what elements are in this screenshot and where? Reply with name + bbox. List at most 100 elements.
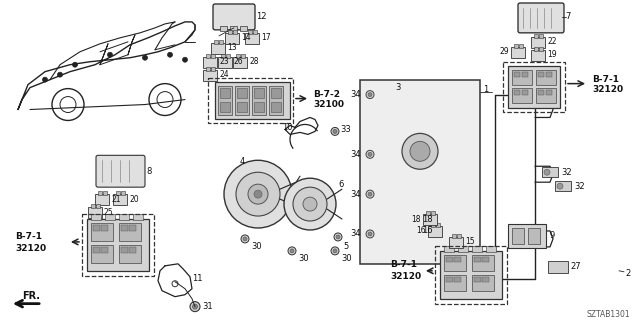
- Bar: [129, 247, 136, 253]
- Bar: [82, 214, 154, 276]
- Bar: [457, 234, 461, 238]
- Bar: [431, 223, 435, 227]
- Bar: [534, 47, 538, 51]
- Bar: [271, 101, 281, 111]
- Bar: [101, 247, 108, 253]
- Circle shape: [368, 92, 372, 97]
- Bar: [240, 26, 247, 31]
- Text: B-7-2: B-7-2: [313, 90, 340, 99]
- Text: 8: 8: [146, 167, 152, 176]
- FancyBboxPatch shape: [518, 3, 564, 33]
- Bar: [105, 214, 115, 220]
- Text: 9: 9: [549, 231, 554, 240]
- Bar: [211, 43, 225, 54]
- Text: 30: 30: [251, 242, 262, 252]
- Bar: [121, 191, 125, 195]
- Bar: [426, 211, 430, 215]
- Text: 30: 30: [298, 254, 308, 263]
- Text: SZTAB1301: SZTAB1301: [586, 310, 630, 319]
- Bar: [474, 277, 481, 282]
- Bar: [546, 72, 552, 77]
- FancyBboxPatch shape: [96, 155, 145, 187]
- Text: B-7-1: B-7-1: [15, 232, 42, 242]
- Text: 10: 10: [282, 123, 292, 132]
- Circle shape: [557, 183, 563, 189]
- Bar: [514, 90, 520, 95]
- Bar: [121, 225, 128, 231]
- Bar: [542, 167, 558, 177]
- Text: FR.: FR.: [22, 291, 40, 301]
- Text: 4: 4: [240, 157, 245, 166]
- Bar: [253, 30, 257, 34]
- Text: 16: 16: [417, 227, 426, 236]
- Bar: [91, 204, 95, 208]
- Text: 20: 20: [129, 195, 139, 204]
- Bar: [241, 54, 245, 58]
- Text: 27: 27: [570, 262, 580, 271]
- Bar: [220, 26, 227, 31]
- Bar: [236, 54, 240, 58]
- Circle shape: [236, 172, 280, 216]
- Bar: [522, 90, 528, 95]
- Bar: [206, 54, 210, 58]
- Bar: [454, 277, 461, 282]
- Bar: [96, 204, 100, 208]
- Circle shape: [366, 150, 374, 158]
- Bar: [472, 255, 494, 271]
- Bar: [444, 275, 466, 291]
- Bar: [522, 72, 528, 77]
- Circle shape: [224, 160, 292, 228]
- Text: 7: 7: [565, 12, 570, 21]
- Text: 24: 24: [219, 70, 228, 79]
- Circle shape: [293, 187, 327, 221]
- Bar: [233, 30, 237, 34]
- Bar: [103, 191, 107, 195]
- Bar: [211, 54, 215, 58]
- Bar: [119, 223, 141, 241]
- Circle shape: [333, 249, 337, 253]
- Circle shape: [331, 127, 339, 135]
- Bar: [235, 86, 249, 116]
- Circle shape: [288, 247, 296, 255]
- Text: 32: 32: [561, 168, 572, 177]
- Bar: [254, 101, 264, 111]
- Bar: [511, 47, 525, 58]
- Bar: [452, 234, 456, 238]
- Bar: [454, 257, 461, 262]
- Bar: [482, 257, 489, 262]
- Text: 34: 34: [350, 190, 360, 199]
- Text: 3: 3: [395, 83, 401, 92]
- Bar: [101, 225, 108, 231]
- Circle shape: [366, 230, 374, 238]
- Text: 6: 6: [338, 180, 344, 189]
- Bar: [431, 211, 435, 215]
- Text: 22: 22: [547, 37, 557, 46]
- Circle shape: [58, 72, 63, 77]
- Bar: [486, 246, 496, 252]
- Bar: [91, 245, 113, 263]
- Bar: [528, 228, 540, 244]
- Bar: [446, 277, 453, 282]
- Bar: [215, 82, 290, 119]
- Bar: [472, 275, 494, 291]
- Circle shape: [368, 232, 372, 236]
- Circle shape: [334, 233, 342, 241]
- Text: 19: 19: [547, 50, 557, 59]
- FancyBboxPatch shape: [213, 4, 255, 30]
- Bar: [237, 101, 247, 111]
- Circle shape: [331, 247, 339, 255]
- Text: 32100: 32100: [313, 100, 344, 109]
- Bar: [271, 88, 281, 98]
- Circle shape: [243, 237, 247, 241]
- Text: 14: 14: [241, 33, 251, 42]
- Bar: [514, 72, 520, 77]
- Bar: [252, 86, 266, 116]
- Bar: [534, 34, 538, 38]
- Circle shape: [368, 152, 372, 156]
- Bar: [211, 67, 215, 71]
- Bar: [214, 40, 218, 44]
- Text: 31: 31: [202, 302, 212, 311]
- Bar: [555, 181, 571, 191]
- Text: 11: 11: [192, 274, 202, 283]
- Bar: [440, 251, 502, 299]
